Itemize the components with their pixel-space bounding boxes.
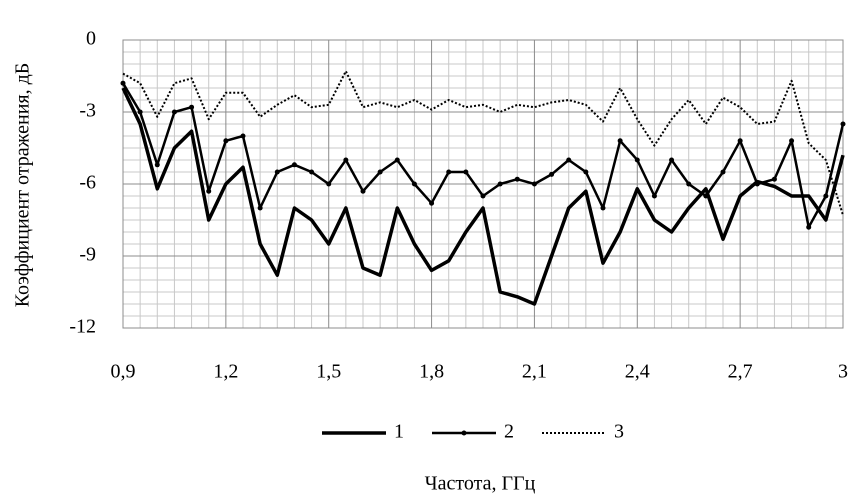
y-axis-label: Коэффициент отражения, дБ [12,63,34,308]
point-marker [360,188,366,194]
point-marker [463,169,469,175]
x-axis-label: Частота, ГГц [425,473,536,495]
legend-label: 2 [504,421,514,443]
y-tick-label: -6 [79,172,96,194]
point-marker [189,104,195,110]
legend-label: 1 [394,421,404,443]
point-marker [806,224,812,230]
point-marker [377,169,383,175]
point-marker [120,80,126,86]
point-marker [634,157,640,163]
point-marker [583,169,589,175]
point-marker [754,181,760,187]
point-marker [257,205,263,211]
point-marker [429,200,435,206]
point-marker [206,188,212,194]
point-marker [737,138,743,144]
point-marker [549,171,555,177]
y-tick-label: -3 [79,100,96,122]
x-tick-label: 2,4 [625,361,650,383]
x-tick-label: 3 [838,361,848,383]
x-tick-label: 2,7 [728,361,753,383]
point-marker [514,176,520,182]
legend-marker [461,430,467,436]
point-marker [326,181,332,187]
point-marker [789,138,795,144]
point-marker [703,193,709,199]
point-marker [617,138,623,144]
point-marker [291,162,297,168]
x-tick-label: 0,9 [111,361,136,383]
point-marker [309,169,315,175]
point-marker [446,169,452,175]
y-tick-label: -12 [69,316,96,338]
point-marker [840,121,846,127]
plot-frame [122,39,844,329]
point-marker [823,193,829,199]
point-marker [497,181,503,187]
series-line [122,70,844,216]
point-marker [686,181,692,187]
y-tick-label: -9 [79,244,96,266]
point-marker [240,133,246,139]
point-marker [411,181,417,187]
y-tick-label: 0 [86,28,96,50]
x-tick-label: 2,1 [522,361,547,383]
point-marker [566,157,572,163]
x-tick-label: 1,2 [213,361,238,383]
point-marker [669,157,675,163]
point-marker [223,138,229,144]
point-marker [651,193,657,199]
legend-label: 3 [614,421,624,443]
x-tick-label: 1,5 [316,361,341,383]
point-marker [480,193,486,199]
point-marker [171,109,177,115]
point-marker [274,169,280,175]
point-marker [137,109,143,115]
point-marker [531,181,537,187]
point-marker [600,205,606,211]
point-marker [771,176,777,182]
x-tick-label: 1,8 [419,361,444,383]
point-marker [154,162,160,168]
point-marker [343,157,349,163]
series-line [121,87,845,306]
point-marker [720,169,726,175]
point-marker [394,157,400,163]
